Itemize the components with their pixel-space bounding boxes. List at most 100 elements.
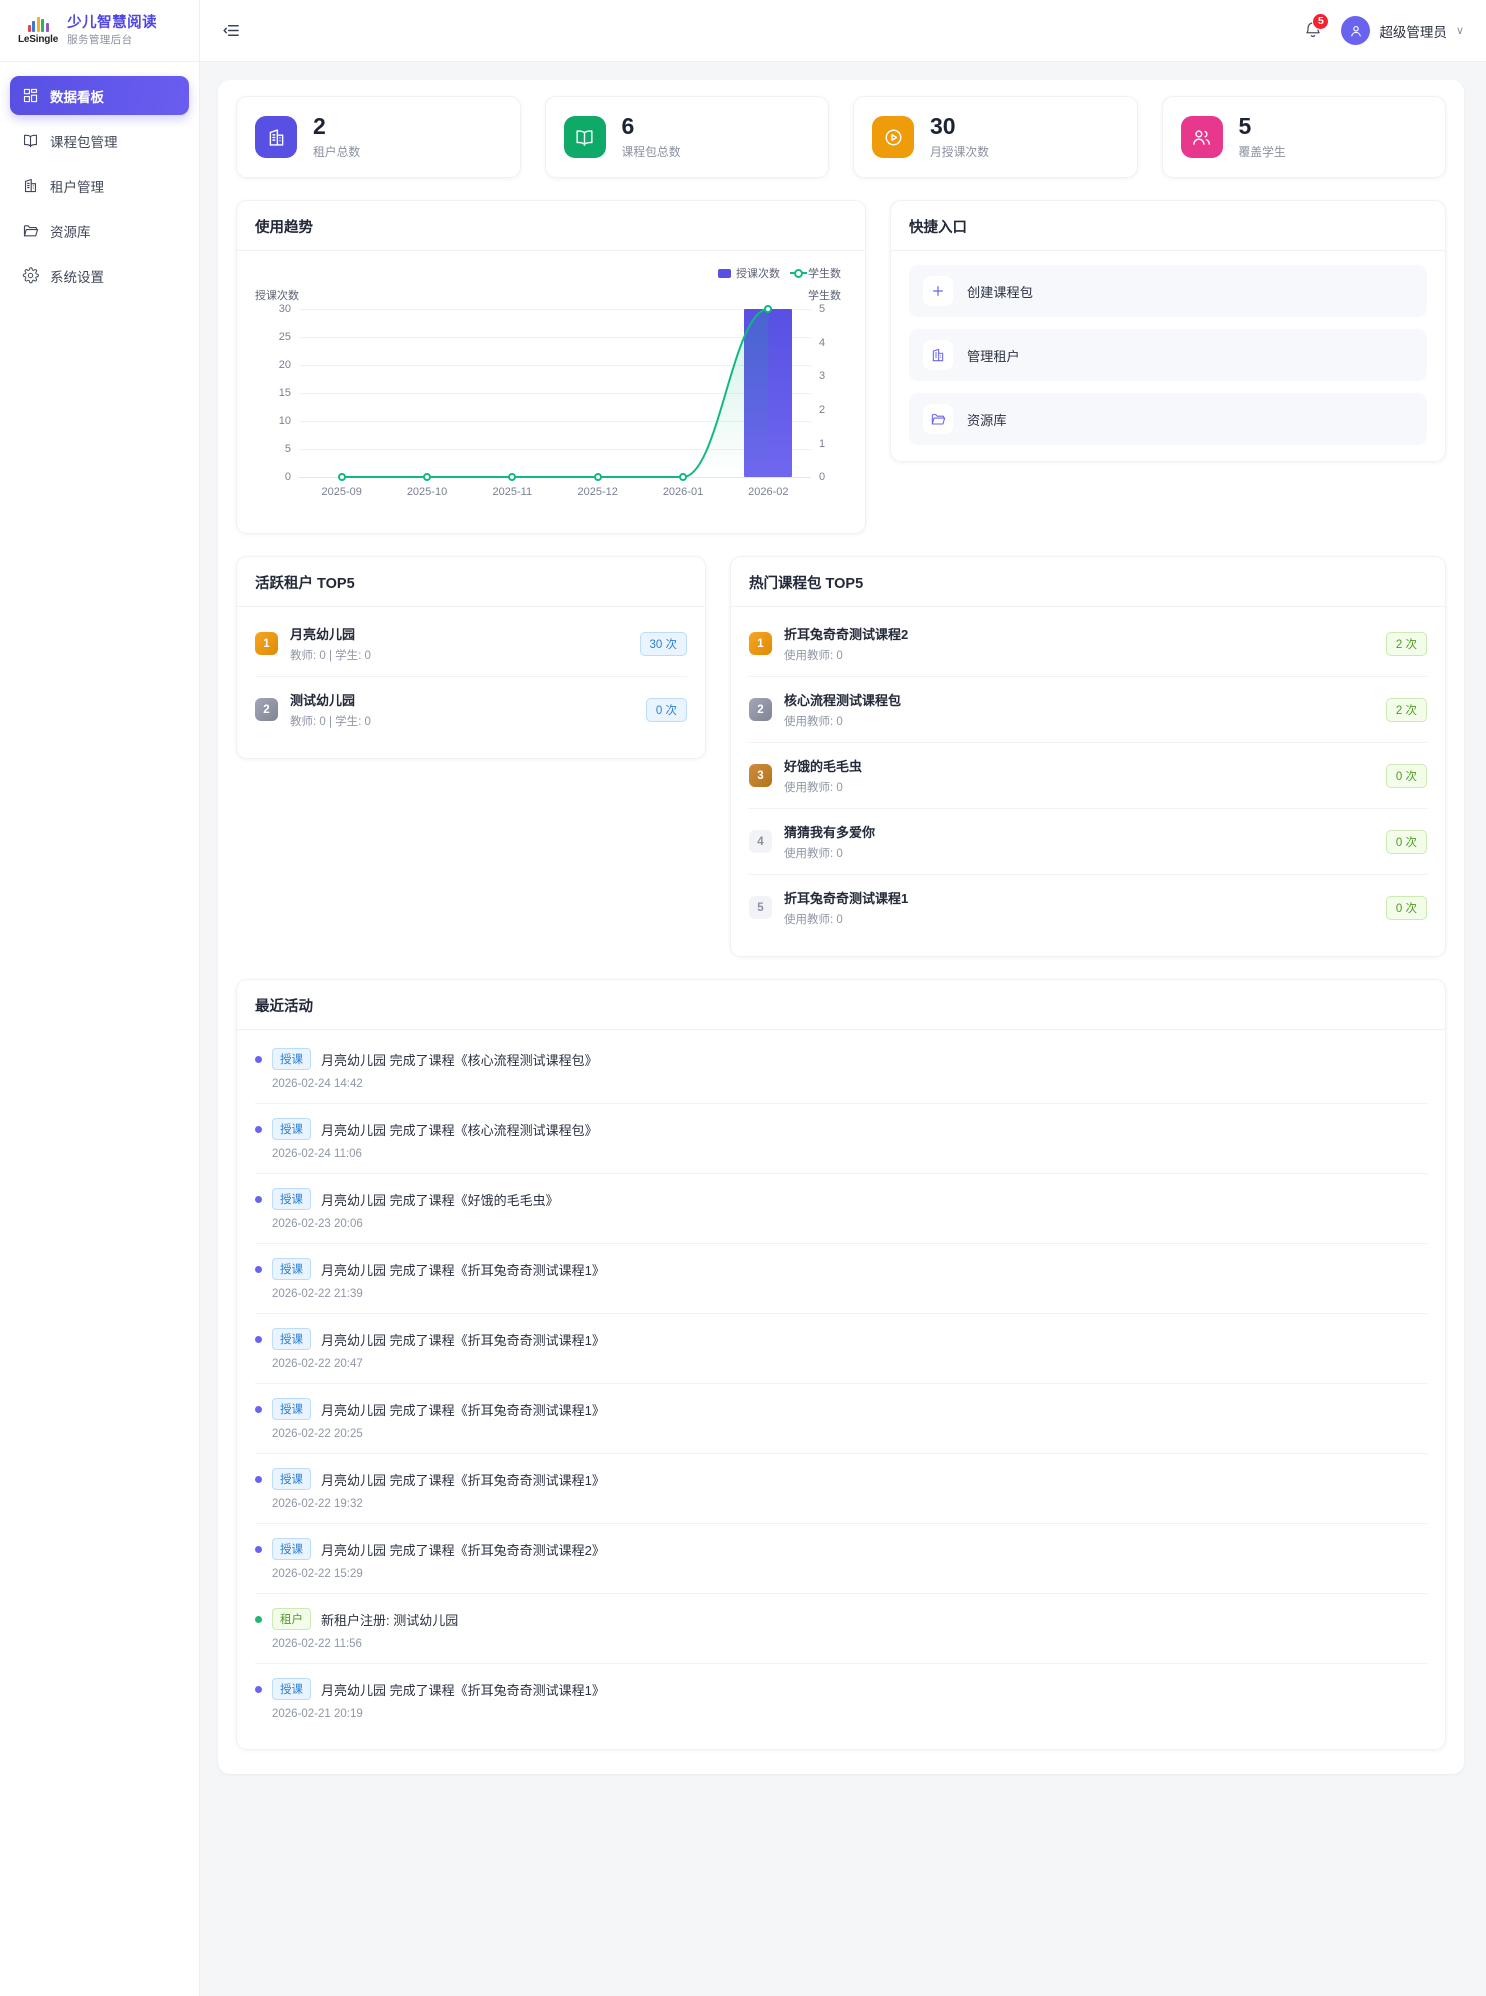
collapse-menu-icon[interactable] bbox=[218, 18, 244, 44]
top-tenants-panel: 活跃租户 TOP5 1 月亮幼儿园 教师: 0 | 学生: 0 30 次 2 测试幼儿园教… bbox=[236, 556, 706, 760]
activity-item[interactable]: 授课 月亮幼儿园 完成了课程《折耳兔奇奇测试课程1》 2026-02-21 20:1… bbox=[255, 1664, 1427, 1733]
list-item[interactable]: 4 猜猜我有多爱你 使用教师: 0 0 次 bbox=[749, 809, 1427, 876]
item-title: 核心流程测试课程包 bbox=[784, 693, 902, 709]
logo-bar bbox=[27, 24, 31, 32]
stat-cards: 2 租户总数 6 课程包总数 30 月授课次数 5 覆盖学生 bbox=[236, 96, 1446, 179]
activity-time: 2026-02-21 20:19 bbox=[272, 1708, 363, 1721]
chart-data-point[interactable] bbox=[337, 473, 346, 482]
legend-line-swatch bbox=[794, 268, 803, 278]
chart-data-point[interactable] bbox=[764, 305, 773, 314]
y2-tick-label: 0 bbox=[819, 471, 826, 484]
stat-card-1[interactable]: 2 租户总数 bbox=[236, 96, 521, 179]
sidebar-item-5[interactable]: 系统设置 bbox=[10, 256, 189, 295]
list-item[interactable]: 3 好饿的毛毛虫 使用教师: 0 0 次 bbox=[749, 743, 1427, 810]
count-badge: 0 次 bbox=[645, 697, 687, 722]
usage-trend-chart: 授课次数 学生数 授课次数 学生数 0 5 10 15 20 25 30 0 1 2 3 4 5 2 bbox=[255, 265, 847, 517]
rank-badge: 2 bbox=[255, 698, 278, 722]
item-title: 测试幼儿园 bbox=[290, 693, 356, 709]
activity-item[interactable]: 授课 月亮幼儿园 完成了课程《好饿的毛毛虫》 2026-02-23 20:06 bbox=[255, 1174, 1427, 1245]
trend-and-quick-row: 使用趋势 授课次数 学生数 bbox=[236, 200, 1446, 535]
activity-item[interactable]: 授课 月亮幼儿园 完成了课程《折耳兔奇奇测试课程2》 2026-02-22 15:2… bbox=[255, 1524, 1427, 1595]
activity-dot-icon bbox=[255, 1615, 262, 1623]
quick-entry-1[interactable]: 创建课程包 bbox=[909, 265, 1427, 318]
activity-time: 2026-02-24 14:42 bbox=[272, 1078, 363, 1091]
sidebar-item-1[interactable]: 数据看板 bbox=[10, 76, 189, 115]
brand-logo[interactable]: LeSingle 少儿智慧阅读 服务管理后台 bbox=[0, 0, 199, 62]
chart-data-point[interactable] bbox=[508, 473, 517, 482]
book-icon bbox=[22, 132, 39, 149]
top-courses-panel: 热门课程包 TOP5 1 折耳兔奇奇测试课程2 使用教师: 0 2 次 2 核心流程测试课… bbox=[730, 556, 1446, 958]
stat-card-4[interactable]: 5 覆盖学生 bbox=[1161, 96, 1446, 179]
sidebar-item-2[interactable]: 课程包管理 bbox=[10, 121, 189, 160]
gridline bbox=[299, 449, 811, 451]
chevron-down-icon[interactable]: ∨ bbox=[1455, 25, 1464, 37]
stat-card-3[interactable]: 30 月授课次数 bbox=[853, 96, 1138, 179]
activity-item[interactable]: 租户 新租户注册: 测试幼儿园 2026-02-22 11:56 bbox=[255, 1594, 1427, 1665]
chart-data-point[interactable] bbox=[593, 473, 602, 482]
activity-tag: 授课 bbox=[272, 1258, 311, 1281]
sidebar-item-label: 系统设置 bbox=[50, 269, 104, 285]
legend-item-bar[interactable]: 授课次数 bbox=[718, 265, 780, 281]
activity-item[interactable]: 授课 月亮幼儿园 完成了课程《核心流程测试课程包》 2026-02-24 14:42 bbox=[255, 1034, 1427, 1105]
count-badge: 2 次 bbox=[1385, 631, 1427, 656]
stat-card-2[interactable]: 6 课程包总数 bbox=[544, 96, 829, 179]
quick-entry-label: 管理租户 bbox=[967, 348, 1020, 364]
x-tick-label: 2026-01 bbox=[662, 486, 704, 499]
activity-dot-icon bbox=[255, 1405, 262, 1413]
activity-item[interactable]: 授课 月亮幼儿园 完成了课程《核心流程测试课程包》 2026-02-24 11:06 bbox=[255, 1104, 1427, 1175]
chart-line-series bbox=[299, 309, 811, 477]
activity-tag: 授课 bbox=[272, 1468, 311, 1491]
chart-data-point[interactable] bbox=[679, 473, 687, 482]
activity-dot-icon bbox=[255, 1195, 262, 1203]
user-avatar-icon bbox=[1341, 16, 1371, 45]
sidebar-nav: 数据看板课程包管理租户管理资源库系统设置 bbox=[0, 62, 199, 295]
book-icon bbox=[563, 116, 606, 159]
rank-badge: 5 bbox=[749, 896, 772, 920]
brand-logo-word: LeSingle bbox=[18, 33, 59, 45]
activity-tag: 授课 bbox=[272, 1678, 311, 1701]
users-icon bbox=[1180, 116, 1223, 159]
sidebar-item-4[interactable]: 资源库 bbox=[10, 211, 189, 250]
y2-axis-label: 学生数 bbox=[808, 290, 841, 303]
count-badge: 0 次 bbox=[1385, 763, 1427, 788]
recent-activity-panel: 最近活动 授课 月亮幼儿园 完成了课程《核心流程测试课程包》 2026-02-24 … bbox=[236, 979, 1446, 1751]
list-item[interactable]: 2 测试幼儿园 教师: 0 | 学生: 0 0 次 bbox=[255, 677, 687, 742]
gridline bbox=[299, 421, 811, 423]
activity-time: 2026-02-24 11:06 bbox=[272, 1148, 362, 1161]
list-item[interactable]: 2 核心流程测试课程包 使用教师: 0 2 次 bbox=[749, 677, 1427, 744]
y-tick-label: 0 bbox=[284, 471, 291, 484]
quick-entry-label: 创建课程包 bbox=[967, 284, 1033, 300]
count-badge: 30 次 bbox=[639, 631, 687, 656]
building-icon bbox=[22, 177, 39, 194]
gear-icon bbox=[22, 267, 39, 284]
quick-entry-2[interactable]: 管理租户 bbox=[909, 329, 1427, 382]
logo-bar bbox=[41, 18, 45, 32]
list-item[interactable]: 5 折耳兔奇奇测试课程1 使用教师: 0 0 次 bbox=[749, 875, 1427, 940]
activity-time: 2026-02-23 20:06 bbox=[272, 1218, 363, 1231]
activity-item[interactable]: 授课 月亮幼儿园 完成了课程《折耳兔奇奇测试课程1》 2026-02-22 20:4… bbox=[255, 1314, 1427, 1385]
sidebar-item-3[interactable]: 租户管理 bbox=[10, 166, 189, 205]
folder-icon bbox=[923, 404, 953, 435]
list-item[interactable]: 1 折耳兔奇奇测试课程2 使用教师: 0 2 次 bbox=[749, 611, 1427, 678]
brand-title: 少儿智慧阅读 bbox=[67, 15, 158, 32]
stat-label: 月授课次数 bbox=[930, 145, 989, 160]
stat-value: 6 bbox=[621, 113, 635, 139]
activity-dot-icon bbox=[255, 1475, 262, 1483]
legend-item-line[interactable]: 学生数 bbox=[794, 265, 841, 281]
y-tick-label: 30 bbox=[278, 303, 291, 316]
legend-bar-label: 授课次数 bbox=[736, 268, 780, 281]
activity-item[interactable]: 授课 月亮幼儿园 完成了课程《折耳兔奇奇测试课程1》 2026-02-22 20:2… bbox=[255, 1384, 1427, 1455]
gridline bbox=[299, 365, 811, 367]
user-menu[interactable]: 超级管理员 ∨ bbox=[1341, 16, 1464, 45]
quick-entry-title: 快捷入口 bbox=[891, 201, 1445, 252]
activity-item[interactable]: 授课 月亮幼儿园 完成了课程《折耳兔奇奇测试课程1》 2026-02-22 19:3… bbox=[255, 1454, 1427, 1525]
notifications-button[interactable]: 5 bbox=[1303, 12, 1330, 42]
chart-data-point[interactable] bbox=[423, 473, 431, 482]
top-lists-row: 活跃租户 TOP5 1 月亮幼儿园 教师: 0 | 学生: 0 30 次 2 测试幼儿园教… bbox=[236, 556, 1446, 958]
list-item[interactable]: 1 月亮幼儿园 教师: 0 | 学生: 0 30 次 bbox=[255, 611, 687, 678]
building-icon bbox=[923, 340, 953, 371]
quick-entry-3[interactable]: 资源库 bbox=[909, 393, 1427, 446]
activity-item[interactable]: 授课 月亮幼儿园 完成了课程《折耳兔奇奇测试课程1》 2026-02-22 21:3… bbox=[255, 1244, 1427, 1315]
x-tick-label: 2025-11 bbox=[492, 486, 533, 499]
recent-activity-title: 最近活动 bbox=[237, 980, 1445, 1031]
